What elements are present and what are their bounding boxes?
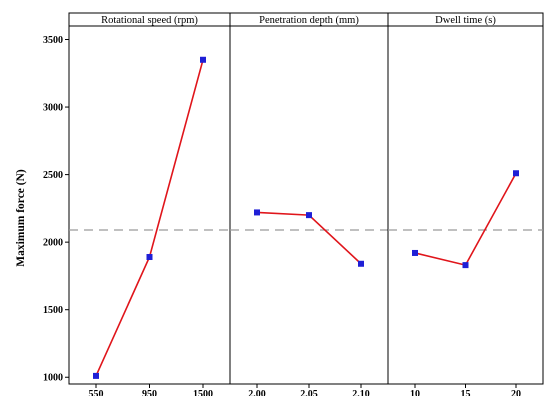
data-point: [93, 372, 99, 379]
y-tick-label: 2500: [43, 170, 63, 181]
panel-frame: [229, 12, 389, 385]
data-point: [358, 260, 364, 267]
data-point: [306, 212, 312, 219]
data-point: [462, 262, 469, 269]
panel-2: Penetration depth (mm) 2.00 2.05 2.10: [229, 12, 389, 396]
series-line: [256, 211, 362, 265]
data-point: [200, 56, 206, 63]
panel-title: Penetration depth (mm): [259, 15, 359, 26]
panels-layer: Rotational speed (rpm) 550 950 1500 Penetrat…: [68, 12, 544, 396]
y-tick-label: 1500: [43, 305, 63, 316]
y-tick-label: 3500: [43, 35, 63, 46]
y-tick-label: 3000: [43, 103, 63, 114]
data-point: [513, 170, 519, 177]
panel-frame: [68, 12, 231, 385]
panel-frame: [387, 12, 544, 385]
y-axis-label: Maximum force (N): [15, 169, 27, 267]
panel-1: Rotational speed (rpm) 550 950 1500: [68, 12, 231, 396]
data-point: [254, 209, 260, 216]
y-tick-label: 2000: [43, 238, 63, 249]
panel-3: Dwell time (s) 10 15 20: [387, 12, 544, 396]
series-line: [95, 59, 204, 377]
panel-title: Dwell time (s): [435, 15, 496, 26]
x-tick-label: 950: [142, 389, 157, 396]
data-point: [412, 249, 418, 256]
x-tick-label: 2.10: [352, 389, 370, 396]
x-tick-label: 1500: [193, 389, 213, 396]
x-tick-label: 15: [461, 389, 471, 396]
x-tick-label: 550: [89, 389, 104, 396]
x-tick-label: 20: [511, 389, 521, 396]
x-tick-label: 10: [410, 389, 420, 396]
series-line: [414, 172, 517, 267]
y-axis: 1000 1500 2000 2500 3000 3500: [43, 35, 69, 384]
x-tick-label: 2.00: [248, 389, 266, 396]
x-tick-label: 2.05: [300, 389, 318, 396]
data-point: [146, 254, 153, 261]
panel-title: Rotational speed (rpm): [101, 15, 198, 26]
y-tick-label: 1000: [43, 373, 63, 384]
